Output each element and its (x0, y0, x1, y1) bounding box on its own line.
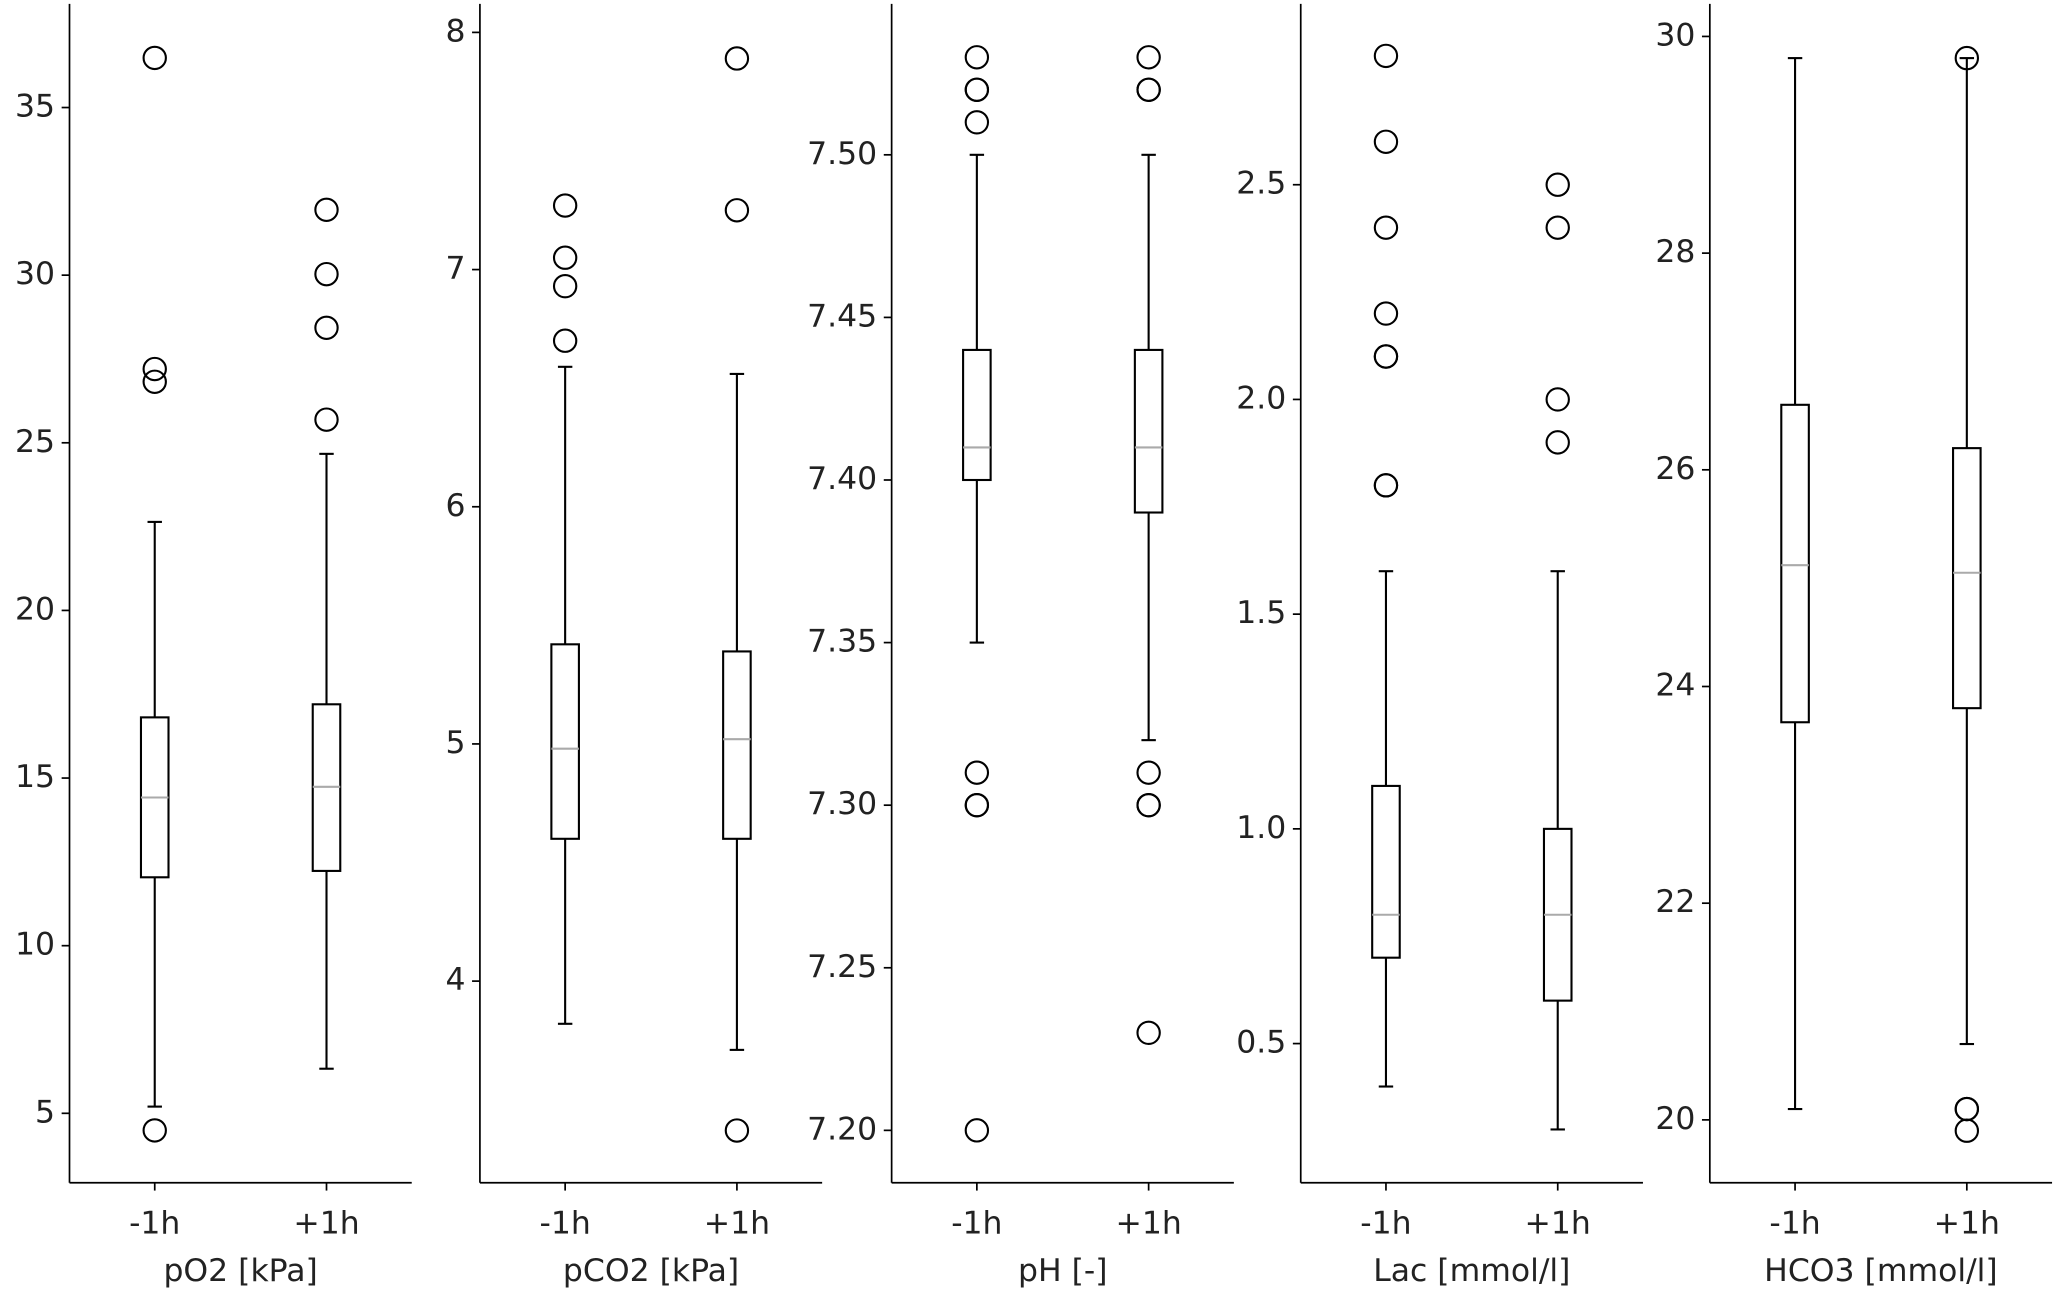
y-tick-label: 7.50 (807, 136, 877, 172)
y-tick-label: 7.45 (807, 298, 877, 334)
outlier (724, 198, 750, 223)
outlier (1545, 430, 1570, 455)
outlier (552, 193, 578, 218)
outlier (1954, 45, 1980, 71)
x-tick-label: -1h (951, 1206, 1002, 1242)
x-tick-label: -1h (129, 1206, 180, 1242)
outlier (964, 110, 990, 135)
outlier (1954, 1118, 1980, 1143)
outlier (1136, 792, 1161, 818)
y-tick-label: 7 (445, 251, 465, 287)
box (722, 650, 752, 840)
y-tick-label: 20 (1655, 1101, 1695, 1137)
outlier (142, 1118, 167, 1143)
y-tick-label: 24 (1655, 667, 1695, 703)
y-tick-label: 8 (445, 13, 465, 49)
outlier (142, 369, 167, 394)
outlier (1545, 215, 1570, 240)
y-tick-label: 30 (1655, 17, 1695, 53)
x-axis-label: pH [-] (1018, 1253, 1108, 1289)
outlier (1136, 45, 1161, 70)
y-tick-label: 5 (445, 725, 465, 761)
outlier (1373, 43, 1399, 69)
outlier (314, 197, 339, 222)
x-tick-label: -1h (1769, 1206, 1820, 1242)
x-tick-label: +1h (293, 1206, 359, 1242)
outlier (314, 315, 339, 340)
outlier (964, 792, 990, 818)
x-tick-label: +1h (1934, 1206, 2000, 1242)
outlier (1136, 1020, 1161, 1045)
outlier (964, 45, 990, 70)
outlier (1136, 77, 1161, 102)
y-tick-label: 1.0 (1236, 810, 1286, 846)
outlier (724, 1118, 750, 1143)
x-tick-label: +1h (704, 1206, 770, 1242)
outlier (552, 273, 578, 299)
outlier (552, 245, 578, 270)
y-tick-label: 6 (445, 488, 465, 524)
outlier (724, 46, 750, 71)
outlier (142, 356, 167, 382)
y-tick-label: 7.30 (807, 786, 877, 822)
outlier (1954, 1096, 1980, 1122)
outlier (552, 328, 578, 353)
y-tick-label: 25 (15, 424, 55, 460)
outlier (314, 261, 339, 287)
outlier (1373, 473, 1399, 498)
y-tick-label: 7.40 (807, 461, 877, 497)
y-tick-label: 0.5 (1236, 1025, 1286, 1061)
y-tick-label: 10 (15, 927, 55, 963)
outlier (964, 1118, 990, 1143)
y-tick-label: 2.0 (1236, 380, 1286, 416)
y-tick-label: 4 (445, 962, 465, 998)
outlier (964, 760, 990, 785)
y-tick-label: 5 (35, 1094, 55, 1130)
y-tick-label: 35 (15, 89, 55, 125)
outlier (314, 407, 339, 432)
x-axis-label: HCO3 [mmol/l] (1764, 1253, 1998, 1289)
x-axis-label: pO2 [kPa] (163, 1253, 317, 1289)
y-tick-label: 28 (1655, 234, 1695, 270)
box (1952, 447, 1982, 710)
y-tick-label: 7.35 (807, 624, 877, 660)
box (1371, 784, 1401, 959)
outlier (1545, 387, 1570, 412)
x-axis-label: pCO2 [kPa] (563, 1253, 739, 1289)
y-tick-label: 1.5 (1236, 595, 1286, 631)
x-tick-label: -1h (539, 1206, 590, 1242)
box (1133, 348, 1164, 514)
outlier (964, 77, 990, 102)
y-tick-label: 7.20 (807, 1111, 877, 1147)
box (962, 348, 992, 482)
box (550, 643, 580, 840)
outlier (142, 45, 167, 71)
y-tick-label: 22 (1655, 884, 1695, 920)
outlier (1373, 129, 1399, 154)
outlier (1373, 215, 1399, 240)
outlier (1545, 172, 1570, 197)
outlier (1136, 760, 1161, 785)
y-tick-label: 30 (15, 256, 55, 292)
y-tick-label: 15 (15, 759, 55, 795)
y-tick-label: 2.5 (1236, 166, 1286, 202)
x-tick-label: +1h (1115, 1206, 1181, 1242)
y-tick-label: 26 (1655, 451, 1695, 487)
x-tick-label: -1h (1360, 1206, 1411, 1242)
y-tick-label: 7.25 (807, 949, 877, 985)
box (1780, 403, 1810, 724)
outlier (1373, 301, 1399, 326)
y-tick-label: 20 (15, 591, 55, 627)
x-axis-label: Lac [mmol/l] (1373, 1253, 1570, 1289)
x-tick-label: +1h (1525, 1206, 1591, 1242)
outlier (1373, 344, 1399, 369)
